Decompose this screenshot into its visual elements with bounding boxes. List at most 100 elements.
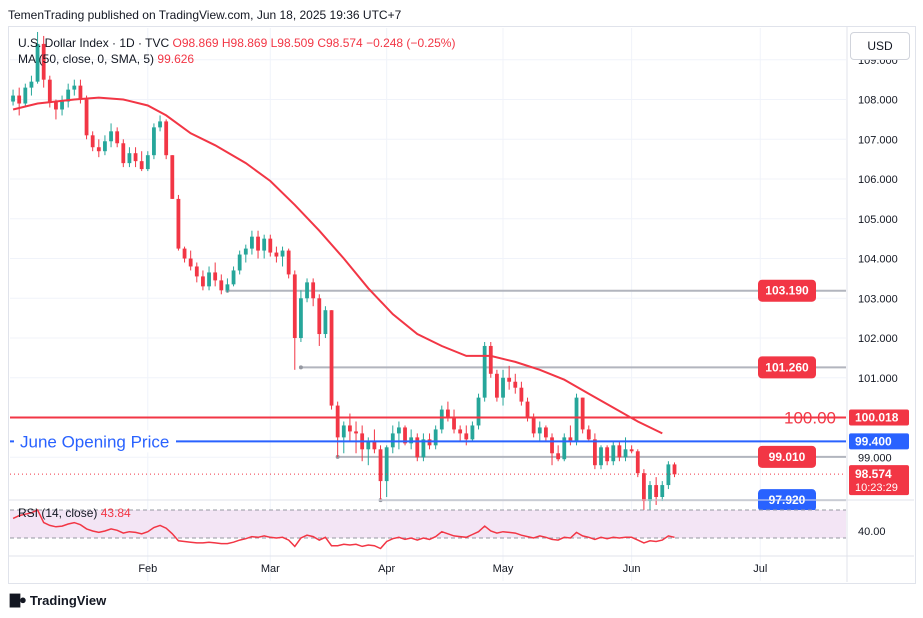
candle-body <box>225 284 230 291</box>
publisher-caption: TemenTrading published on TradingView.co… <box>8 8 402 22</box>
candle-body <box>403 427 407 444</box>
candle-body <box>317 298 322 335</box>
hline-100-label: 100.00 <box>784 409 836 428</box>
chart-frame <box>8 26 916 584</box>
candle-body <box>513 381 518 388</box>
candle-body <box>488 345 493 374</box>
candle-body <box>90 135 95 148</box>
axis-badge-price <box>849 465 909 496</box>
candle-body <box>182 248 187 259</box>
symbol-name: U.S. Dollar Index · 1D · TVC <box>18 36 170 50</box>
candle-body <box>17 95 22 104</box>
candle-body <box>164 121 169 156</box>
candle-body <box>311 282 316 299</box>
candle-body <box>446 409 450 418</box>
candle-body <box>256 236 260 251</box>
level-badge[interactable] <box>758 445 816 468</box>
level-badge[interactable] <box>758 279 816 302</box>
axes: 99.000100.000101.000102.000103.000104.00… <box>8 26 914 582</box>
candle-body <box>84 99 89 136</box>
ohlc-close: C98.574 <box>317 36 363 50</box>
candle-body <box>519 387 524 402</box>
candle-body <box>635 451 640 474</box>
candle-body <box>482 345 487 398</box>
level-anchor <box>298 365 303 370</box>
candle-body <box>145 155 150 170</box>
candle-body <box>78 85 83 100</box>
candle-body <box>29 81 34 88</box>
y-tick-label: 104.000 <box>858 254 898 266</box>
candle-body <box>250 236 254 249</box>
candle-body <box>660 485 665 497</box>
candle-body <box>121 143 126 164</box>
axis-badge-countdown: 10:23:29 <box>855 482 898 494</box>
candle-body <box>384 447 389 482</box>
candle-body <box>231 270 236 285</box>
overlay-lines: 100.00 June Opening Price <box>10 409 846 475</box>
candle-body <box>109 131 113 142</box>
candle-body <box>592 439 597 466</box>
y-tick-label: 108.000 <box>858 95 898 107</box>
y-tick-label: 101.000 <box>858 373 898 385</box>
candle-body <box>219 280 224 291</box>
candle-body <box>470 425 475 440</box>
candle-body <box>641 473 646 501</box>
candle-body <box>666 464 671 486</box>
candle-body <box>292 274 297 339</box>
candle-body <box>47 79 52 102</box>
footer-brand[interactable]: ▇● TradingView <box>10 592 106 608</box>
axis-badge-100 <box>849 409 909 426</box>
candle-body <box>335 405 340 438</box>
candle-body <box>207 272 211 287</box>
candle-body <box>568 437 573 442</box>
candle-body <box>458 429 463 434</box>
x-tick-label: Apr <box>378 563 395 575</box>
level-badge-label: 103.190 <box>765 284 809 298</box>
candle-body <box>672 464 677 475</box>
candle-body <box>329 310 334 406</box>
candle-body <box>531 417 536 434</box>
candle-body <box>262 238 267 251</box>
rsi-y-tick-label: 40.00 <box>858 526 886 538</box>
candle-body <box>648 485 652 501</box>
candle-body <box>158 121 162 128</box>
rsi-legend-label: RSI (14, close) <box>18 506 98 520</box>
x-tick-label: May <box>493 563 514 575</box>
candle-body <box>201 276 205 287</box>
x-tick-label: Jun <box>623 563 641 575</box>
candle-body <box>378 449 383 482</box>
candle-body <box>54 101 58 110</box>
candle-body <box>476 397 481 426</box>
candle-body <box>421 439 426 458</box>
candle-body <box>586 429 591 440</box>
axis-badge-100-label: 100.018 <box>855 411 899 425</box>
candle-body <box>562 437 567 460</box>
candle-body <box>268 238 273 253</box>
candle-body <box>348 425 352 432</box>
candle-body <box>495 373 499 398</box>
candle-body <box>397 427 401 434</box>
candle-body <box>66 89 71 102</box>
candle-body <box>280 250 285 257</box>
candle-body <box>599 447 603 466</box>
candle-body <box>366 441 371 450</box>
candle-body <box>574 397 579 442</box>
ma-line <box>12 96 663 435</box>
currency-button[interactable]: USD <box>850 32 910 60</box>
axis-badge-june-label: 99.400 <box>855 434 892 448</box>
y-tick-label: 103.000 <box>858 293 898 305</box>
candle-body <box>550 437 554 454</box>
candle-body <box>415 437 420 458</box>
candle-body <box>243 248 248 255</box>
rsi-legend[interactable]: RSI (14, close) 43.84 <box>18 506 131 520</box>
candle-body <box>525 401 530 418</box>
footer-brand-text: TradingView <box>29 592 107 608</box>
ma-legend[interactable]: MA (50, close, 0, SMA, 5) 99.626 <box>18 52 194 66</box>
candle-body <box>139 161 144 170</box>
rsi-legend-value: 43.84 <box>100 506 131 520</box>
level-badge[interactable] <box>758 356 816 379</box>
candle-body <box>354 431 358 434</box>
y-tick-label: 107.000 <box>858 134 898 146</box>
grid <box>10 28 846 581</box>
